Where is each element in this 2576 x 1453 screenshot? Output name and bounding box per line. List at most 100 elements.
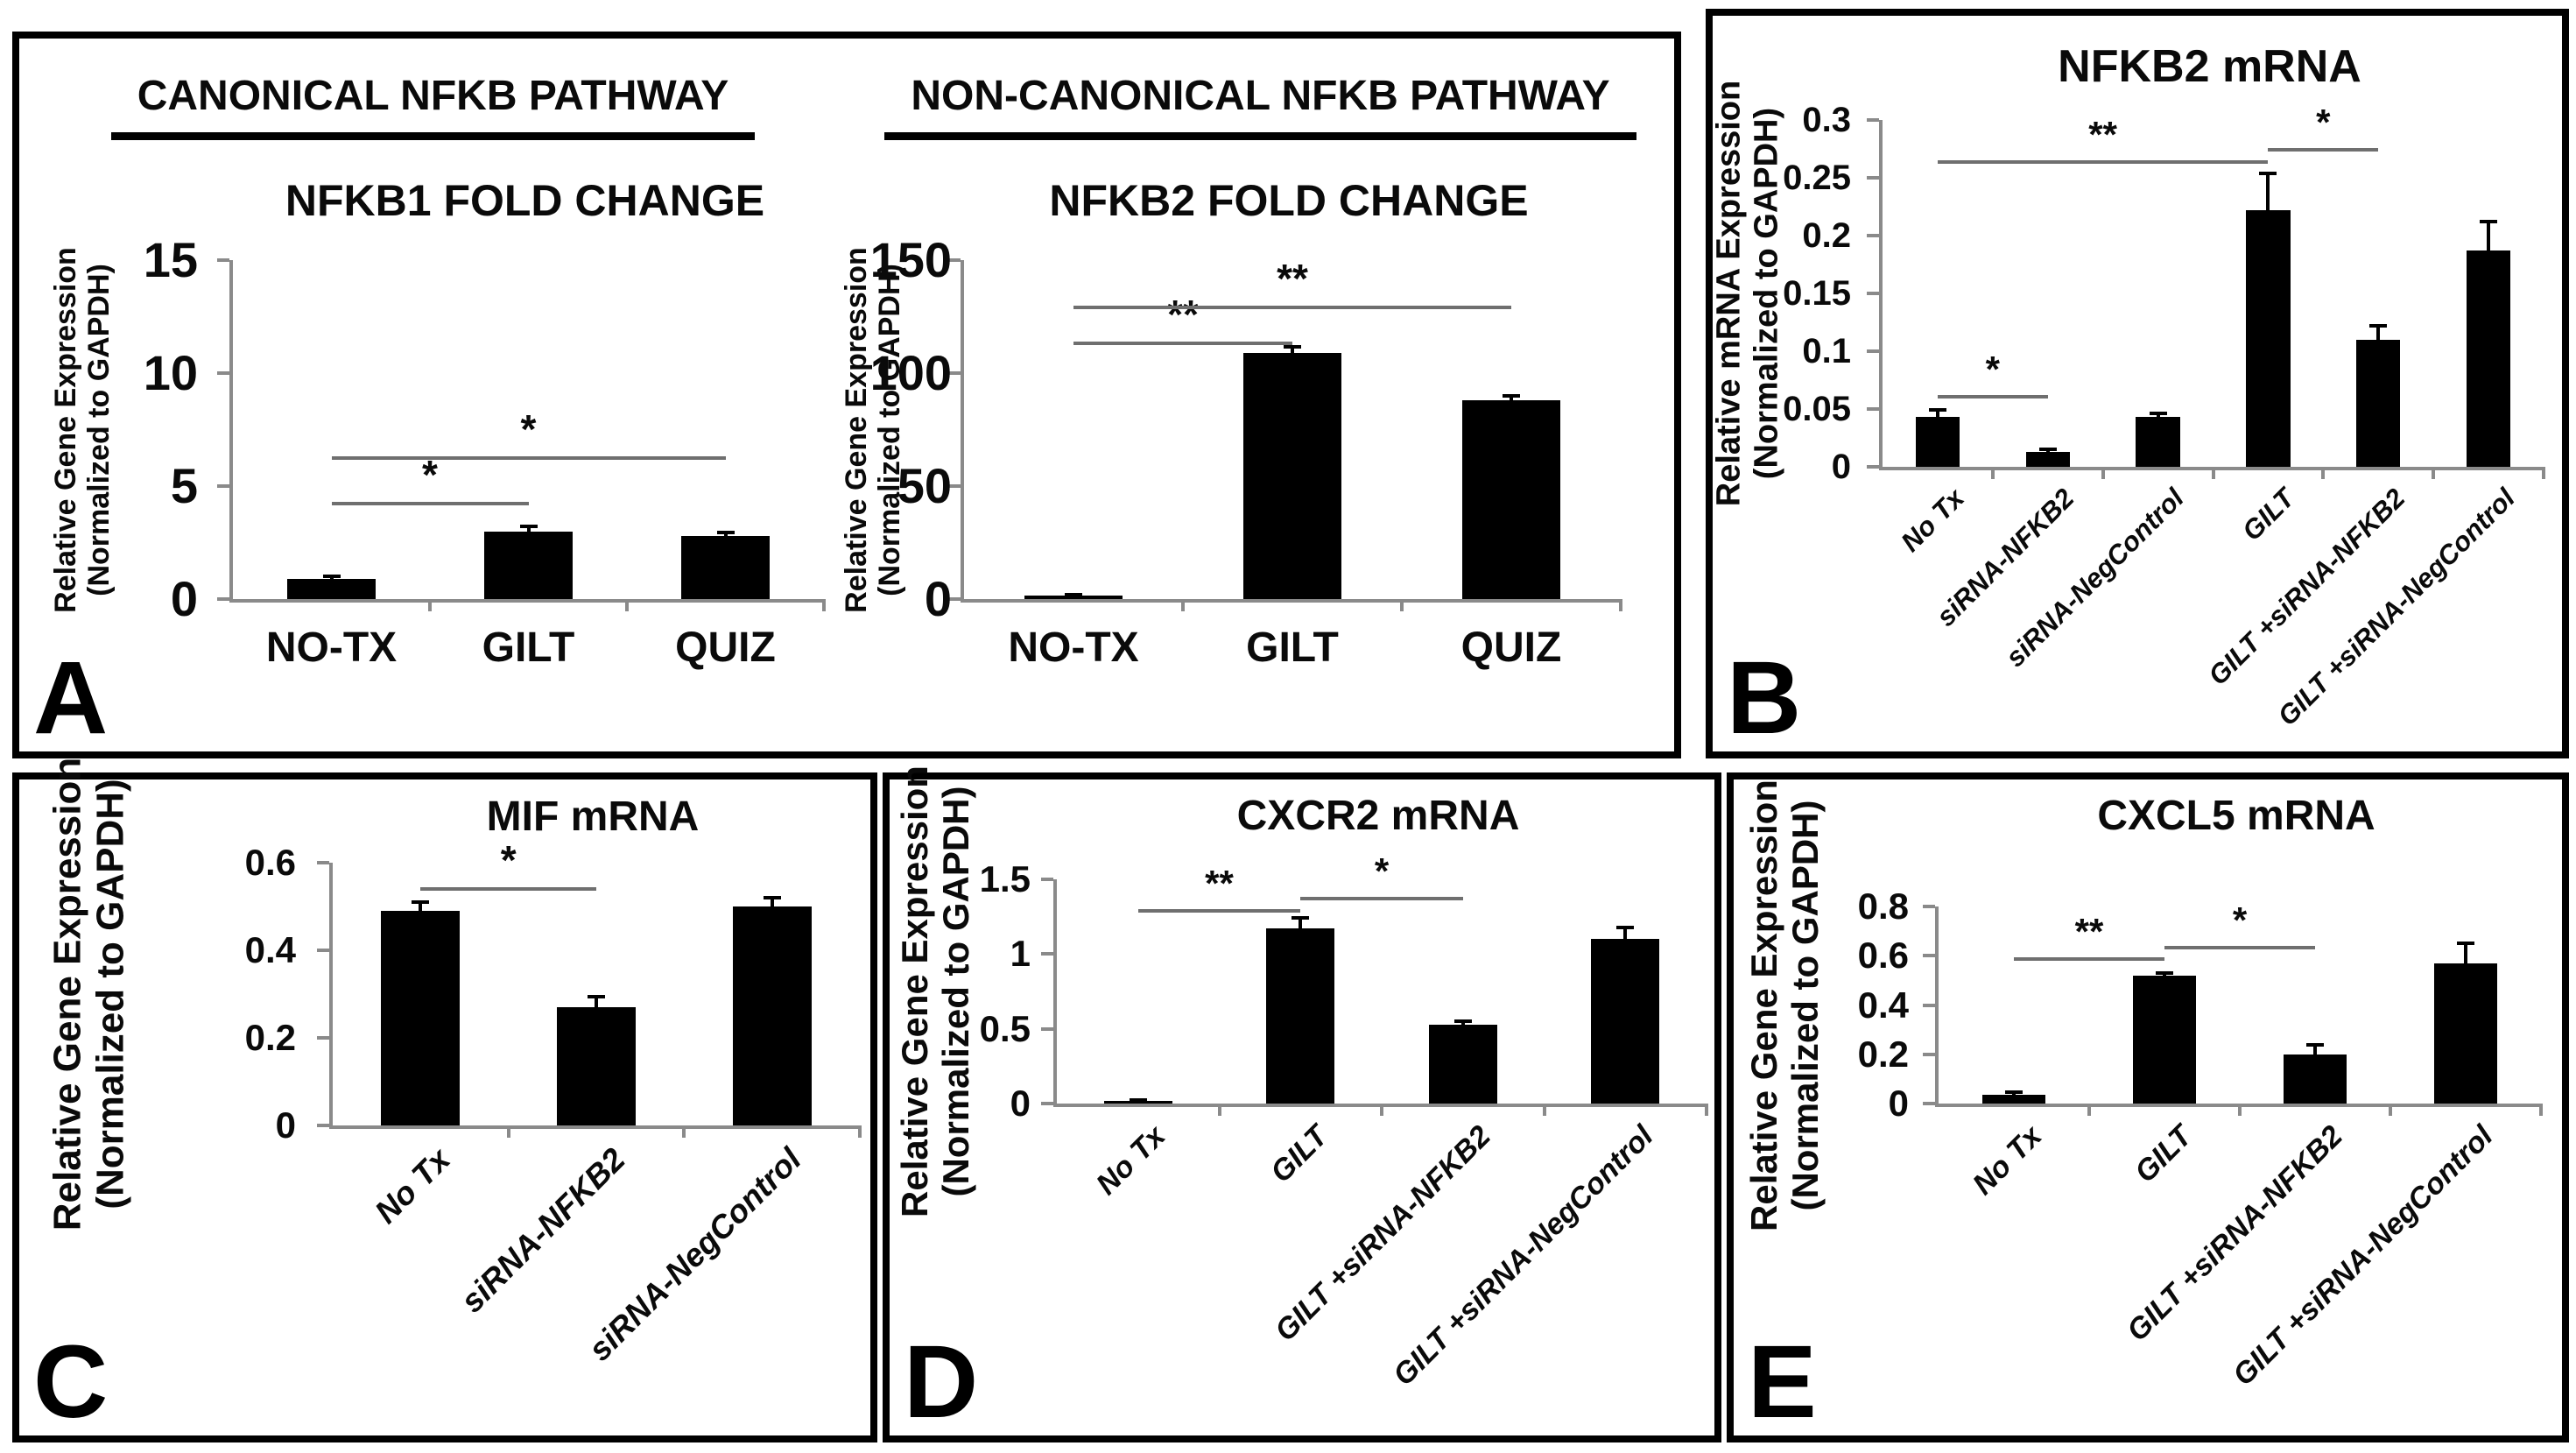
- y-tick-label: 0.5: [979, 1007, 1031, 1049]
- x-tick-mark: [2389, 1104, 2392, 1116]
- significance-stars: *: [2232, 899, 2248, 941]
- significance-line: [1937, 160, 2269, 165]
- y-tick-label: 0.2: [244, 1017, 296, 1058]
- x-category-label: GILT: [1246, 624, 1339, 671]
- chart-title: MIF mRNA: [486, 794, 700, 840]
- chart-cxcr2-mrna: CXCR2 mRNA Relative Gene Expression (Norma…: [890, 765, 1714, 1435]
- error-bar-cap: [322, 575, 341, 579]
- y-tick-mark: [1041, 1026, 1053, 1031]
- error-bar-cap: [588, 994, 605, 998]
- y-axis-label-line: (Normalized to GAPDH): [89, 779, 132, 1210]
- significance-line: [2164, 946, 2315, 949]
- x-tick-mark: [2542, 467, 2545, 479]
- error-bar-cap: [763, 896, 781, 899]
- x-tick-mark: [2539, 1104, 2543, 1116]
- y-tick-label: 10: [143, 345, 198, 400]
- y-tick-mark: [1867, 292, 1879, 295]
- y-tick-label: 100: [869, 345, 952, 400]
- y-tick-mark: [1867, 407, 1879, 411]
- bar: [483, 531, 574, 599]
- chart-nfkb1-fold-change: NFKB1 FOLD CHANGE Relative Gene Expressio…: [19, 175, 847, 731]
- panel-letter-B: B: [1727, 640, 1802, 756]
- panel-letter-E: E: [1748, 1324, 1817, 1440]
- error-bar-cap: [2457, 942, 2474, 946]
- significance-stars: **: [1205, 863, 1234, 905]
- error-bar-cap: [2005, 1090, 2023, 1094]
- x-tick-mark: [1217, 1104, 1221, 1116]
- error-bar-line: [2464, 943, 2467, 963]
- error-bar-cap: [2259, 171, 2277, 175]
- y-tick-mark: [1867, 349, 1879, 353]
- y-tick-label: 0.25: [1783, 159, 1851, 197]
- panel-C: MIF mRNA Relative Gene Expression (Normali…: [12, 758, 877, 1442]
- y-tick-label: 0.4: [1857, 984, 1909, 1026]
- y-tick-mark: [317, 1036, 329, 1040]
- x-tick-mark: [1380, 1104, 1383, 1116]
- plot-area: 0 0.2 0.4 0.6 0.8 No Tx GILT GILT +siRNA-NFKB2 G…: [1858, 888, 2543, 1393]
- panel-A: CANONICAL NFKB PATHWAY NFKB1 FOLD CHANGE…: [12, 32, 1681, 758]
- error-bar-cap: [2038, 448, 2057, 452]
- y-tick-label: 0.2: [1857, 1033, 1909, 1075]
- y-axis-label-line: Relative Gene Expression: [48, 246, 82, 613]
- significance-stars: *: [1374, 850, 1390, 892]
- y-tick-label: 50: [897, 458, 952, 513]
- canonical-pathway-header: CANONICAL NFKB PATHWAY: [110, 72, 756, 140]
- plot-area: 0 50 100 150 NO-TX GILT QUIZ ** **: [870, 236, 1622, 671]
- bar: [1024, 596, 1123, 599]
- significance-line: [1073, 305, 1511, 309]
- error-bar-line: [1299, 918, 1303, 929]
- y-tick-mark: [948, 484, 961, 488]
- x-category-label: NO-TX: [265, 624, 398, 671]
- error-bar-line: [1935, 410, 1939, 418]
- x-category-label: No Tx: [367, 1141, 457, 1231]
- bar: [2132, 975, 2197, 1104]
- bar: [286, 578, 377, 599]
- significance-line: [331, 502, 529, 506]
- x-tick-mark: [1181, 599, 1185, 611]
- y-tick-mark: [1923, 1052, 1935, 1056]
- y-axis-label-line: Relative Gene Expression: [839, 246, 873, 613]
- x-tick-mark: [2087, 1104, 2091, 1116]
- y-tick-label: 0: [170, 571, 198, 626]
- x-category-label: QUIZ: [1460, 624, 1562, 671]
- y-tick-label: 0.15: [1783, 274, 1851, 313]
- chart-nfkb2-mrna: NFKB2 mRNA Relative mRNA Expression (Norma…: [1710, 16, 2562, 751]
- chart-title: CXCR2 mRNA: [1236, 793, 1520, 839]
- y-tick-label: 0: [275, 1104, 296, 1146]
- significance-stars: **: [1277, 255, 1308, 301]
- error-bar-cap: [1928, 408, 1946, 413]
- bar: [381, 911, 461, 1125]
- x-tick-mark: [1619, 599, 1622, 611]
- plot-area: 0 0.05 0.1 0.15 0.2 0.25 0.3 No Tx siRNA-NFKB2 si…: [1783, 102, 2545, 731]
- error-bar-line: [1291, 347, 1294, 353]
- error-bar-cap: [1453, 1019, 1472, 1024]
- y-tick-mark: [217, 484, 229, 488]
- x-category-label: GILT: [482, 624, 575, 671]
- y-axis-label-line: Relative mRNA Expression: [1710, 80, 1748, 507]
- significance-stars: *: [1985, 349, 2000, 391]
- y-tick-label: 1.5: [979, 858, 1031, 899]
- significance-line: [1300, 897, 1463, 901]
- x-category-label: No Tx: [1089, 1119, 1172, 1202]
- y-tick-mark: [1867, 234, 1879, 237]
- error-bar-cap: [716, 530, 735, 534]
- y-tick-mark: [317, 861, 329, 864]
- y-tick-label: 150: [869, 232, 952, 287]
- y-tick-mark: [217, 258, 229, 262]
- x-category-label: GILT +siRNA-NegControl: [2271, 483, 2521, 732]
- x-category-label: QUIZ: [675, 624, 776, 671]
- y-tick-mark: [217, 371, 229, 375]
- error-bar-cap: [1503, 393, 1520, 398]
- error-bar-line: [419, 902, 423, 911]
- error-bar-line: [770, 898, 774, 906]
- x-tick-mark: [2101, 467, 2105, 479]
- plot-area: 0 5 10 15 NO-TX GILT QUIZ * *: [144, 236, 826, 671]
- significance-line: [1073, 341, 1292, 345]
- error-bar-cap: [2149, 412, 2167, 416]
- x-category-label: GILT +siRNA-NegControl: [2227, 1119, 2500, 1393]
- bar: [1461, 399, 1561, 599]
- x-category-label: NO-TX: [1008, 624, 1139, 671]
- error-bar-line: [595, 996, 598, 1007]
- chart-title: NFKB1 FOLD CHANGE: [285, 176, 765, 225]
- plot-area: 0 0.2 0.4 0.6 No Tx siRNA-NFKB2 siRNA-NegContr…: [245, 840, 862, 1368]
